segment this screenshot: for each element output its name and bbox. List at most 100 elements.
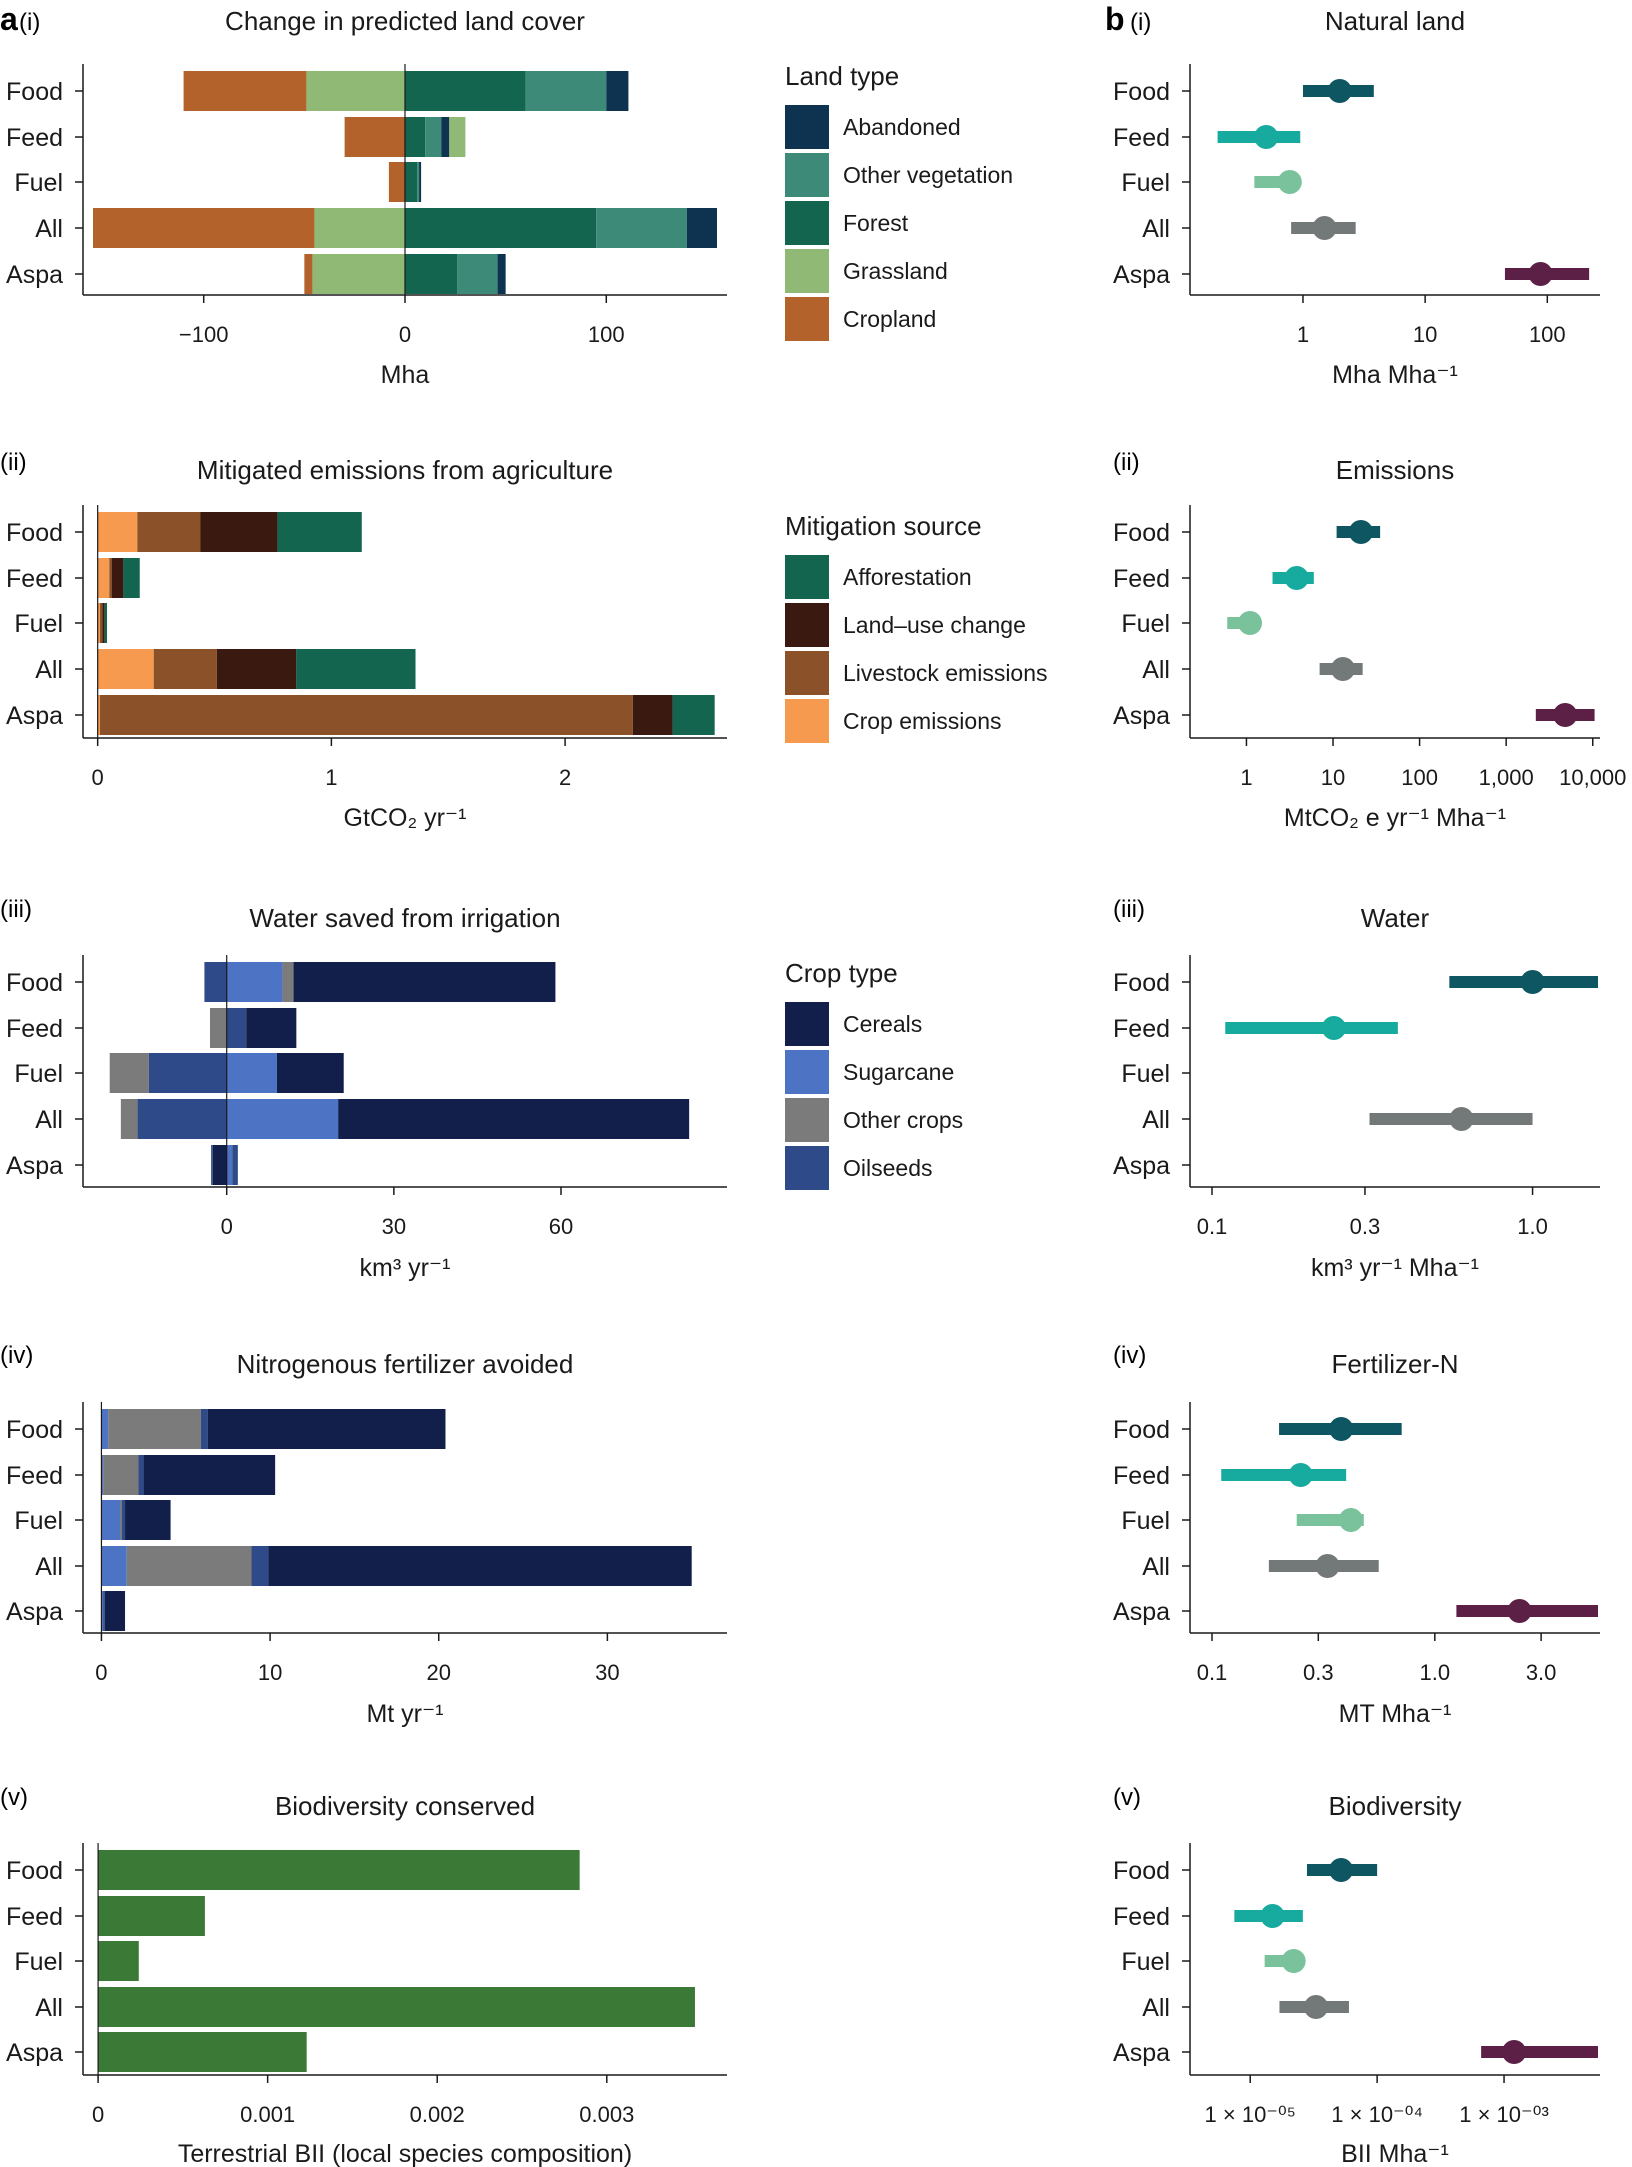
point-feed [1260,1904,1285,1928]
chart-title: Fertilizer-N [1331,1349,1458,1379]
point-all [1312,216,1337,240]
row-label-ii-b: (ii) [1113,449,1140,476]
bar-fuel-cereals [125,1500,171,1540]
legend-label-cropland: Cropland [843,306,936,332]
row-label-ii-a: (ii) [0,449,27,476]
x-tick-label-0: 0.1 [1197,1660,1228,1685]
bar-fuel-land-use-change [102,603,105,643]
bar-aspa-land-use-change [632,695,673,735]
row-label-v-b: (v) [1113,1784,1141,1811]
bar-food-other-crops [282,962,294,1002]
x-tick-label-0: 0 [92,2102,104,2127]
y-tick-label-food: Food [6,1416,63,1444]
bar-all-sugarcane [226,1099,339,1139]
x-axis-label: Mt yr⁻¹ [366,1700,443,1728]
y-tick-label-aspa: Aspa [1113,1598,1170,1626]
bar-food-sugarcane [226,962,283,1002]
x-tick-label-1: 1 × 10⁻⁰⁴ [1331,2102,1423,2127]
bar-aspa-abandoned [497,254,506,294]
bar-food-bii [98,1850,580,1890]
bar-aspa-forest [405,254,458,294]
bar-all-other-crops-loss [120,1099,138,1139]
x-tick-label-2: 1 × 10⁻⁰³ [1459,2102,1549,2127]
x-tick-label-0: 0 [95,1660,107,1685]
point-aspa [1502,2040,1527,2064]
bar-fuel-other-vegetation [417,162,420,202]
y-tick-label-aspa: Aspa [6,1152,63,1180]
chart-b3: Food Feed Fuel All Aspa 0.1 0.3 1.0 km³ yr⁻¹ Mha… [1113,903,1600,1282]
y-tick-label-fuel: Fuel [1121,610,1170,638]
point-feed [1284,566,1309,590]
bar-fuel-cropland [388,162,405,202]
y-tick-label-all: All [35,215,63,243]
legend-swatch-cereals [785,1002,829,1046]
y-tick-label-all: All [1142,1106,1170,1134]
bar-aspa-afforestation [672,695,715,735]
chart-title: Emissions [1336,455,1454,485]
bar-food-crop-emissions [97,512,138,552]
legend-swatch-crop-emissions [785,699,829,743]
y-tick-label-food: Food [1113,519,1170,547]
bar-fuel-other-crops-loss [109,1053,149,1093]
legend-swatch-afforestation [785,555,829,599]
y-tick-label-fuel: Fuel [14,1060,63,1088]
legend-label-other-crops: Other crops [843,1107,963,1133]
point-food [1329,1858,1354,1882]
bar-feed-sugarcane [101,1455,104,1495]
point-food [1329,1417,1354,1441]
point-fuel [1277,170,1302,194]
panel-a-row-label-i: (i) [19,9,40,36]
bar-feed-oilseeds [138,1455,144,1495]
y-tick-label-fuel: Fuel [1121,1948,1170,1976]
point-aspa [1507,1599,1532,1623]
legend-label-cereals: Cereals [843,1011,922,1037]
bar-all-bii [98,1987,695,2027]
bar-all-other-crops [126,1546,252,1586]
y-tick-label-feed: Feed [1113,1462,1170,1490]
bar-aspa-cereals-loss [212,1145,227,1185]
chart-title: Biodiversity conserved [275,1791,535,1821]
x-tick-label-2: 2 [559,765,571,790]
bar-all-cereals [338,1099,690,1139]
point-fuel [1281,1949,1306,1973]
bar-fuel-forest [405,162,418,202]
y-tick-label-food: Food [1113,969,1170,997]
legend-swatch-forest [785,201,829,245]
y-tick-label-feed: Feed [6,124,63,152]
bar-aspa-oilseeds [232,1145,238,1185]
x-axis-label: GtCO₂ yr⁻¹ [344,804,467,832]
bar-all-land-use-change [216,649,297,689]
point-food [1327,79,1352,103]
bar-fuel-other-crops [119,1500,122,1540]
point-food [1348,520,1373,544]
y-tick-label-feed: Feed [6,1462,63,1490]
legend-label-land-use-change: Land–use change [843,612,1026,638]
x-tick-label-1: 10 [1321,765,1345,790]
chart-title: Water saved from irrigation [249,903,560,933]
bar-fuel-oilseeds [121,1500,126,1540]
x-axis-label: BII Mha⁻¹ [1341,2140,1449,2167]
y-tick-label-fuel: Fuel [14,1948,63,1976]
x-axis-label: Terrestrial BII (local species compositi… [178,2140,632,2167]
point-feed [1254,125,1279,149]
x-tick-label-3: 0.003 [579,2102,634,2127]
bar-fuel-oilseeds-loss [148,1053,227,1093]
x-tick-label-2: 20 [426,1660,450,1685]
x-tick-label-1: 10 [1413,322,1437,347]
x-tick-label-0: 1 [1240,765,1252,790]
chart-a3: Food Feed Fuel All Aspa 0 30 60 km³ yr⁻¹ Water sa… [6,903,963,1282]
chart-title: Natural land [1325,6,1465,36]
bar-fuel-afforestation [104,603,108,643]
bar-all-grassland [314,208,405,248]
y-tick-label-food: Food [6,78,63,106]
legend-title: Land type [785,61,899,91]
y-tick-label-aspa: Aspa [6,702,63,730]
y-tick-label-aspa: Aspa [6,2039,63,2067]
point-feed [1321,1016,1346,1040]
y-tick-label-all: All [35,1106,63,1134]
y-tick-label-feed: Feed [1113,1903,1170,1931]
bar-fuel-bii [98,1941,139,1981]
bar-feed-cereals [246,1008,297,1048]
